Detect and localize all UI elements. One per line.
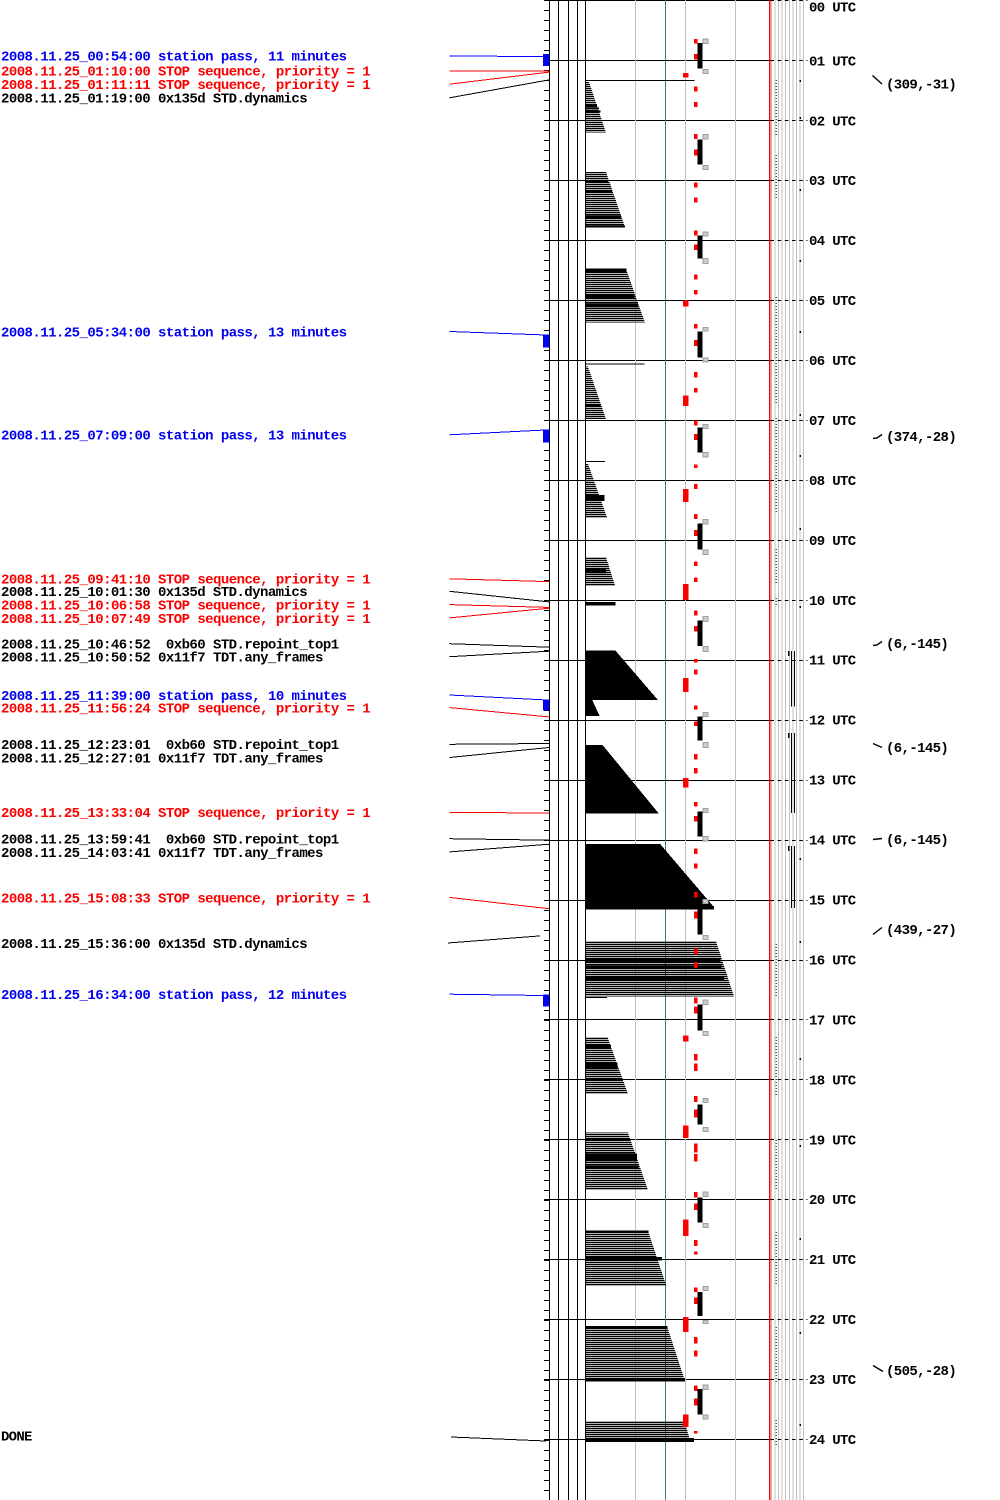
svg-text:16 UTC: 16 UTC [809,953,857,969]
svg-text:2008.11.25_13:33:04 STOP seque: 2008.11.25_13:33:04 STOP sequence, prior… [1,806,371,822]
svg-text:2008.11.25_10:46:52 0xb60 STD: 2008.11.25_10:46:52 0xb60 STD.repoint_to… [1,638,339,654]
svg-text:2008.11.25_11:56:24 STOP seque: 2008.11.25_11:56:24 STOP sequence, prior… [1,702,371,718]
svg-text:08 UTC: 08 UTC [809,474,857,490]
svg-text:20 UTC: 20 UTC [809,1193,857,1209]
svg-text:24 UTC: 24 UTC [809,1433,857,1449]
svg-text:11 UTC: 11 UTC [809,654,857,670]
svg-text:2008.11.25_09:41:10 STOP seque: 2008.11.25_09:41:10 STOP sequence, prior… [1,573,371,589]
svg-text:2008.11.25_14:03:41 0x11f7 TDT: 2008.11.25_14:03:41 0x11f7 TDT.any_frame… [1,846,324,862]
svg-text:DONE: DONE [1,1430,33,1446]
svg-text:2008.11.25_15:08:33 STOP seque: 2008.11.25_15:08:33 STOP sequence, prior… [1,891,371,907]
svg-text:07 UTC: 07 UTC [809,414,857,430]
svg-text:2008.11.25_01:11:11 STOP seque: 2008.11.25_01:11:11 STOP sequence, prior… [1,78,371,94]
svg-text:2008.11.25_10:07:49 STOP seque: 2008.11.25_10:07:49 STOP sequence, prior… [1,612,371,628]
svg-text:17 UTC: 17 UTC [809,1013,857,1029]
svg-text:04 UTC: 04 UTC [809,234,857,250]
svg-text:(374,-28): (374,-28) [886,430,957,446]
svg-text:00 UTC: 00 UTC [809,0,857,16]
svg-text:2008.11.25_01:10:00 STOP seque: 2008.11.25_01:10:00 STOP sequence, prior… [1,65,371,81]
svg-text:2008.11.25_11:39:00 station pa: 2008.11.25_11:39:00 station pass, 10 min… [1,689,347,705]
svg-text:02 UTC: 02 UTC [809,114,857,130]
svg-text:14 UTC: 14 UTC [809,834,857,850]
svg-text:01 UTC: 01 UTC [809,54,857,70]
svg-text:2008.11.25_15:36:00 0x135d STD: 2008.11.25_15:36:00 0x135d STD.dynamics [1,937,308,953]
svg-text:15 UTC: 15 UTC [809,894,857,910]
svg-text:18 UTC: 18 UTC [809,1073,857,1089]
svg-text:(6,-145): (6,-145) [886,833,949,849]
svg-text:(439,-27): (439,-27) [886,923,957,939]
svg-text:19 UTC: 19 UTC [809,1133,857,1149]
svg-text:23 UTC: 23 UTC [809,1373,857,1389]
svg-text:2008.11.25_13:59:41 0xb60 STD: 2008.11.25_13:59:41 0xb60 STD.repoint_to… [1,833,339,849]
svg-text:2008.11.25_10:50:52 0x11f7 TDT: 2008.11.25_10:50:52 0x11f7 TDT.any_frame… [1,651,324,667]
svg-text:21 UTC: 21 UTC [809,1253,857,1269]
svg-text:(505,-28): (505,-28) [886,1364,957,1380]
svg-text:2008.11.25_10:06:58 STOP seque: 2008.11.25_10:06:58 STOP sequence, prior… [1,599,371,615]
svg-text:(6,-145): (6,-145) [886,741,949,757]
svg-text:13 UTC: 13 UTC [809,774,857,790]
svg-text:2008.11.25_12:23:01 0xb60 STD: 2008.11.25_12:23:01 0xb60 STD.repoint_to… [1,738,339,754]
svg-text:2008.11.25_07:09:00 station pa: 2008.11.25_07:09:00 station pass, 13 min… [1,429,347,445]
svg-text:09 UTC: 09 UTC [809,534,857,550]
svg-text:2008.11.25_00:54:00 station pa: 2008.11.25_00:54:00 station pass, 11 min… [1,50,347,66]
svg-text:06 UTC: 06 UTC [809,354,857,370]
svg-text:2008.11.25_10:01:30 0x135d STD: 2008.11.25_10:01:30 0x135d STD.dynamics [1,585,308,601]
svg-text:(6,-145): (6,-145) [886,637,949,653]
svg-text:2008.11.25_12:27:01 0x11f7 TDT: 2008.11.25_12:27:01 0x11f7 TDT.any_frame… [1,751,324,767]
svg-text:2008.11.25_05:34:00 station pa: 2008.11.25_05:34:00 station pass, 13 min… [1,325,347,341]
svg-text:03 UTC: 03 UTC [809,174,857,190]
svg-text:05 UTC: 05 UTC [809,294,857,310]
svg-text:(309,-31): (309,-31) [886,77,957,93]
svg-text:2008.11.25_16:34:00 station pa: 2008.11.25_16:34:00 station pass, 12 min… [1,988,347,1004]
svg-text:2008.11.25_01:19:00 0x135d STD: 2008.11.25_01:19:00 0x135d STD.dynamics [1,92,308,108]
svg-text:22 UTC: 22 UTC [809,1313,857,1329]
svg-text:10 UTC: 10 UTC [809,594,857,610]
svg-text:12 UTC: 12 UTC [809,714,857,730]
